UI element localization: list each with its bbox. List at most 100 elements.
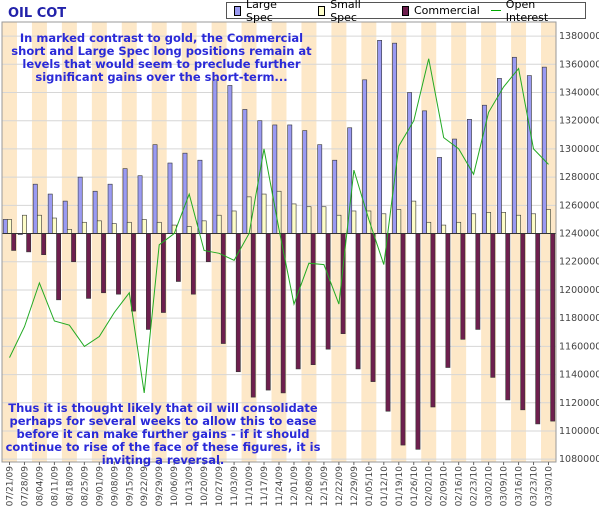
x-tick-label: 01/26/10 — [410, 466, 420, 507]
bar-large-spec — [392, 42, 397, 234]
bar-large-spec — [377, 40, 383, 234]
bar-small-spec — [351, 210, 357, 234]
bar-small-spec — [531, 213, 536, 234]
x-tick-label: 09/22/09 — [140, 466, 150, 507]
legend-item-commercial: Commercial — [402, 4, 480, 17]
bar-commercial — [295, 233, 301, 370]
bar-large-spec — [422, 110, 427, 234]
x-tick-label: 09/08/09 — [110, 466, 120, 507]
y-tick-label: 1300000 — [559, 144, 599, 155]
bar-commercial — [355, 233, 361, 370]
bar-commercial — [116, 233, 121, 295]
bar-large-spec — [197, 159, 203, 234]
bar-large-spec — [182, 152, 188, 234]
bar-small-spec — [37, 214, 42, 234]
bar-commercial — [460, 233, 466, 340]
bar-commercial — [475, 233, 481, 330]
bar-commercial — [190, 233, 196, 295]
y-tick-label: 1320000 — [559, 116, 599, 127]
y-tick-label: 1340000 — [559, 88, 599, 99]
bar-commercial — [86, 233, 91, 299]
x-tick-label: 02/02/10 — [425, 466, 435, 507]
bar-commercial — [430, 233, 436, 408]
y-tick-label: 1220000 — [559, 257, 599, 268]
bar-large-spec — [242, 109, 248, 234]
plot-band — [61, 22, 77, 462]
bar-small-spec — [471, 213, 477, 234]
bar-small-spec — [111, 223, 117, 234]
x-tick-label: 07/28/09 — [20, 466, 30, 507]
bar-large-spec — [437, 157, 442, 234]
bar-commercial — [161, 233, 166, 313]
bar-small-spec — [7, 219, 12, 234]
x-tick-label: 08/25/09 — [80, 466, 90, 507]
x-tick-label: 10/20/09 — [200, 466, 210, 507]
bar-large-spec — [77, 176, 83, 234]
chart-title: OIL COT — [8, 6, 67, 21]
legend-item-small-spec: Small Spec — [318, 0, 391, 24]
x-tick-label: 10/27/09 — [215, 466, 225, 507]
bar-large-spec — [137, 175, 143, 234]
bar-commercial — [445, 233, 451, 368]
x-tick-label: 10/06/09 — [170, 466, 180, 507]
bar-commercial — [490, 233, 496, 378]
bar-large-spec — [227, 85, 233, 234]
x-tick-label: 07/21/09 — [5, 466, 15, 507]
bar-small-spec — [306, 206, 312, 234]
bar-small-spec — [396, 209, 402, 234]
bar-small-spec — [336, 214, 342, 234]
bar-small-spec — [261, 193, 267, 234]
plot-band — [331, 22, 347, 462]
bar-commercial — [56, 233, 62, 301]
bar-small-spec — [381, 213, 387, 234]
bar-small-spec — [441, 224, 447, 234]
x-tick-label: 12/29/09 — [350, 466, 360, 507]
bar-commercial — [205, 233, 211, 263]
bar-commercial — [550, 233, 556, 422]
bar-small-spec — [81, 221, 87, 234]
legend-item-large-spec: Large Spec — [234, 0, 307, 24]
y-tick-label: 1080000 — [559, 454, 599, 465]
bar-commercial — [415, 233, 421, 450]
x-tick-label: 12/15/09 — [320, 466, 330, 507]
x-tick-label: 09/29/09 — [155, 466, 165, 507]
bar-small-spec — [426, 221, 432, 234]
bar-large-spec — [167, 162, 173, 234]
bar-large-spec — [212, 79, 218, 234]
bar-commercial — [535, 233, 541, 425]
bar-commercial — [325, 233, 331, 350]
legend-swatch-open-interest — [490, 10, 501, 11]
bar-commercial — [235, 233, 241, 373]
x-tick-label: 02/23/10 — [470, 466, 480, 507]
bar-large-spec — [302, 130, 308, 234]
legend-swatch-small-spec — [318, 5, 326, 16]
x-tick-label: 01/19/10 — [395, 466, 405, 507]
x-tick-label: 09/15/09 — [125, 466, 135, 507]
x-tick-label: 03/09/10 — [500, 466, 510, 507]
bar-commercial — [41, 233, 47, 255]
bar-small-spec — [321, 206, 327, 234]
x-tick-label: 10/13/09 — [185, 466, 195, 507]
bar-commercial — [101, 233, 106, 294]
bar-small-spec — [141, 219, 147, 234]
plot-band — [121, 22, 137, 462]
y-tick-label: 1360000 — [559, 59, 599, 70]
bar-large-spec — [47, 193, 53, 234]
plot-band — [151, 22, 167, 462]
y-tick-label: 1160000 — [559, 341, 599, 352]
bar-small-spec — [456, 221, 462, 234]
x-tick-label: 03/16/10 — [515, 466, 525, 507]
x-tick-label: 12/08/09 — [305, 466, 315, 507]
bar-large-spec — [152, 144, 158, 234]
legend-item-open-interest: Open Interest — [490, 0, 581, 24]
bar-small-spec — [186, 226, 192, 234]
bar-commercial — [131, 233, 136, 312]
y-tick-label: 1120000 — [559, 398, 599, 409]
bar-large-spec — [496, 78, 502, 234]
legend-label-small-spec: Small Spec — [330, 0, 361, 24]
x-tick-label: 08/18/09 — [65, 466, 75, 507]
bar-small-spec — [96, 220, 102, 234]
annotation-top: In marked contrast to gold, the Commerci… — [11, 31, 312, 84]
bar-commercial — [26, 233, 32, 253]
y-tick-label: 1180000 — [559, 313, 599, 324]
